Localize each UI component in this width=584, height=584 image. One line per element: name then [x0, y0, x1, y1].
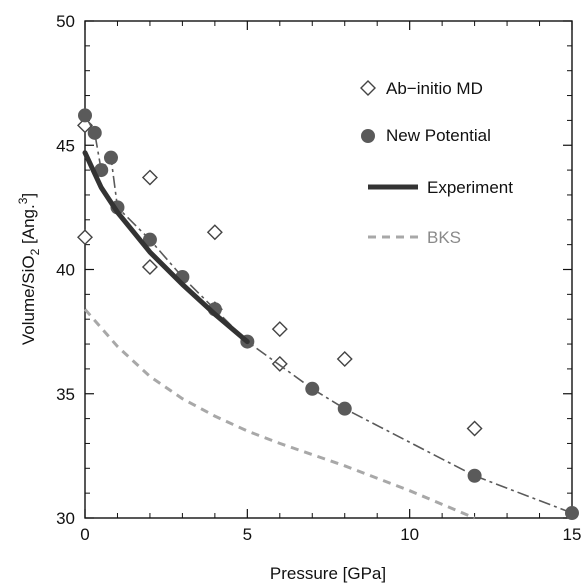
ab-initio-point [141, 259, 158, 276]
legend: Ab−initio MD New Potential Experiment BK… [360, 79, 513, 247]
legend-diamond-marker [360, 80, 376, 96]
legend-label-ab-initio: Ab−initio MD [386, 79, 483, 98]
x-tick-label: 10 [400, 525, 419, 544]
y-axis-label: Volume/SiO2 [Ang.3] [16, 193, 42, 345]
ab-initio-point [466, 420, 483, 437]
ab-initio-point [206, 224, 223, 241]
new-potential-point [305, 381, 320, 396]
series-layer [77, 108, 579, 521]
y-tick-label: 35 [56, 385, 75, 404]
new-potential-point [467, 468, 482, 483]
y-tick-label: 40 [56, 261, 75, 280]
ab-initio-point [141, 169, 158, 186]
legend-item-new-potential: New Potential [361, 126, 491, 145]
x-tick-label: 5 [243, 525, 252, 544]
ab-initio-point [271, 321, 288, 338]
legend-circle-marker [361, 129, 375, 143]
new-potential-point [78, 108, 92, 123]
legend-label-bks: BKS [427, 228, 461, 247]
new-potential-line [84, 115, 573, 514]
legend-label-new-potential: New Potential [386, 126, 491, 145]
legend-item-bks: BKS [368, 228, 461, 247]
new-potential-point [87, 125, 102, 140]
legend-label-experiment: Experiment [427, 178, 513, 197]
x-axis-label: Pressure [GPa] [270, 564, 386, 583]
y-tick-label: 45 [56, 136, 75, 155]
legend-item-ab-initio: Ab−initio MD [360, 79, 483, 98]
new-potential-point [94, 163, 109, 178]
experiment-line [82, 150, 250, 345]
ab-initio-point [336, 350, 353, 367]
new-potential-point [103, 150, 118, 165]
legend-item-experiment: Experiment [368, 178, 513, 197]
new-potential-point [337, 401, 352, 416]
new-potential-point [565, 506, 579, 521]
y-tick-label: 30 [56, 509, 75, 528]
y-tick-label: 50 [56, 12, 75, 31]
bks-line [83, 308, 476, 520]
x-tick-label: 0 [80, 525, 89, 544]
new-potential-point [142, 232, 157, 247]
plot-frame [84, 20, 573, 519]
ab-initio-point [77, 229, 93, 246]
axis-ticks: 0 5 10 15 30 35 40 45 50 [56, 12, 581, 544]
x-tick-label: 15 [563, 525, 582, 544]
